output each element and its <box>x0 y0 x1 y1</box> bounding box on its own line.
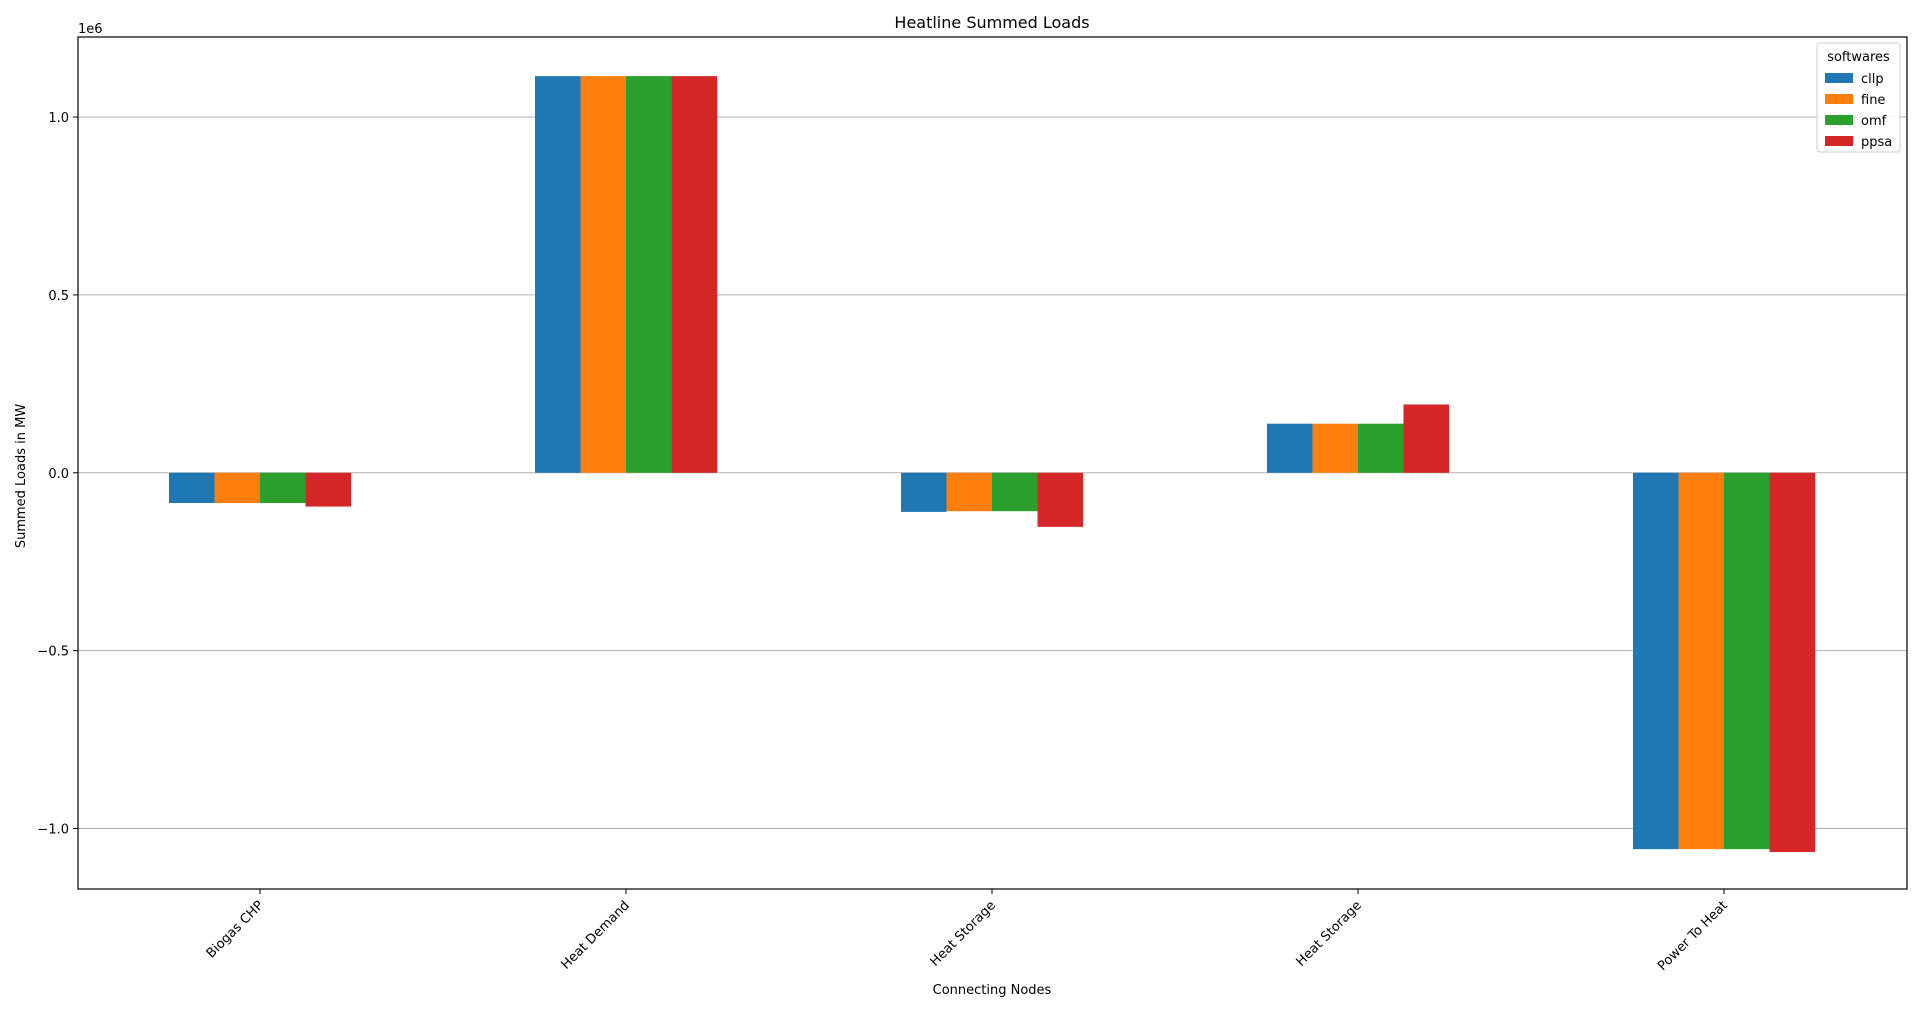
bar-omf-3 <box>1358 423 1404 473</box>
bar-cllp-2 <box>901 472 947 512</box>
legend-swatch-fine <box>1825 94 1853 104</box>
bar-ppsa-4 <box>1769 472 1815 853</box>
y-axis-label: Summed Loads in MW <box>14 404 29 548</box>
bar-fine-4 <box>1678 472 1724 850</box>
legend-label-ppsa: ppsa <box>1861 135 1892 150</box>
y-axis-offset-text: 1e6 <box>78 22 103 37</box>
bar-cllp-0 <box>169 472 215 504</box>
bar-fine-2 <box>946 472 992 512</box>
legend-label-cllp: cllp <box>1861 72 1884 87</box>
bar-fine-1 <box>580 76 626 473</box>
y-tick-label: −1.0 <box>37 823 69 838</box>
bar-ppsa-0 <box>305 472 351 507</box>
bar-fine-3 <box>1312 423 1358 473</box>
x-axis-label: Connecting Nodes <box>933 983 1052 998</box>
y-axis: −1.0 −0.5 0.0 0.5 1.0 <box>37 111 78 838</box>
bar-cllp-4 <box>1633 472 1679 850</box>
y-tick-label: −0.5 <box>37 645 69 660</box>
bar-cllp-1 <box>535 76 581 473</box>
legend: softwares cllp fine omf ppsa <box>1816 42 1901 153</box>
bar-ppsa-1 <box>671 76 717 473</box>
y-tick-label: 1.0 <box>48 111 69 126</box>
bar-ppsa-3 <box>1403 404 1449 473</box>
chart-title: Heatline Summed Loads <box>894 13 1089 32</box>
bar-cllp-3 <box>1267 423 1313 473</box>
legend-title: softwares <box>1827 50 1890 65</box>
legend-label-fine: fine <box>1861 93 1885 108</box>
legend-swatch-cllp <box>1825 73 1853 83</box>
legend-swatch-omf <box>1825 115 1853 125</box>
bar-omf-4 <box>1724 472 1770 850</box>
bar-omf-2 <box>992 472 1038 512</box>
bar-omf-0 <box>260 472 306 504</box>
bar-omf-1 <box>626 76 672 473</box>
bars <box>169 76 1815 853</box>
y-tick-label: 0.0 <box>48 467 69 482</box>
legend-label-omf: omf <box>1861 114 1887 129</box>
bar-ppsa-2 <box>1037 472 1083 527</box>
bar-fine-0 <box>214 472 260 504</box>
legend-swatch-ppsa <box>1825 136 1853 146</box>
y-tick-label: 0.5 <box>48 289 69 304</box>
